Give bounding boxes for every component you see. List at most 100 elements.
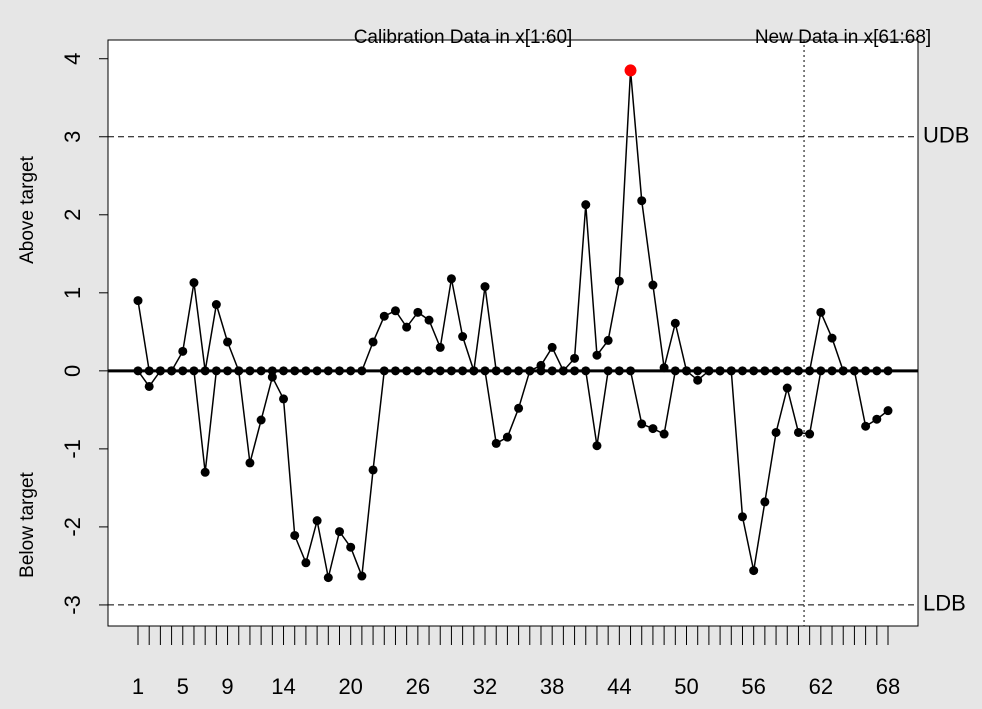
cusum-point — [715, 366, 725, 376]
cusum-point — [726, 366, 736, 376]
cusum-point — [502, 432, 512, 442]
x-tick-label: 5 — [177, 674, 189, 699]
cusum-point — [603, 366, 613, 376]
cusum-point — [614, 276, 624, 286]
cusum-point — [570, 353, 580, 363]
x-tick-label: 56 — [741, 674, 765, 699]
cusum-point — [793, 366, 803, 376]
cusum-point — [312, 516, 322, 526]
cusum-point — [872, 366, 882, 376]
cusum-point — [838, 366, 848, 376]
cusum-point — [346, 366, 356, 376]
cusum-point — [637, 196, 647, 206]
cusum-point — [279, 366, 289, 376]
cusum-point — [581, 200, 591, 210]
cusum-point — [749, 566, 759, 576]
plot-area — [107, 39, 919, 627]
cusum-point — [861, 366, 871, 376]
cusum-point — [301, 558, 311, 568]
cusum-point — [816, 366, 826, 376]
cusum-point — [267, 366, 277, 376]
boundary-label: LDB — [923, 591, 966, 616]
cusum-point — [301, 366, 311, 376]
cusum-point — [379, 366, 389, 376]
cusum-point — [693, 375, 703, 385]
x-tick-label: 50 — [674, 674, 698, 699]
x-tick-label: 68 — [876, 674, 900, 699]
cusum-point — [480, 282, 490, 292]
cusum-point — [402, 366, 412, 376]
cusum-point — [458, 366, 468, 376]
cusum-point — [368, 337, 378, 347]
x-tick-label: 9 — [221, 674, 233, 699]
cusum-point — [525, 366, 535, 376]
cusum-point — [144, 381, 154, 391]
cusum-point — [390, 306, 400, 316]
cusum-point — [704, 366, 714, 376]
cusum-point — [267, 372, 277, 382]
cusum-point — [211, 300, 221, 310]
cusum-point — [234, 366, 244, 376]
x-tick-label: 26 — [406, 674, 430, 699]
cusum-point — [290, 366, 300, 376]
cusum-point — [637, 419, 647, 429]
cusum-point — [435, 342, 445, 352]
cusum-point — [312, 366, 322, 376]
y-tick-label: 2 — [60, 209, 85, 221]
cusum-point — [245, 458, 255, 468]
cusum-point — [547, 366, 557, 376]
cusum-point — [155, 366, 165, 376]
cusum-point — [581, 366, 591, 376]
cusum-point — [178, 346, 188, 356]
cusum-point — [659, 363, 669, 373]
cusum-point — [189, 278, 199, 288]
cusum-point — [223, 366, 233, 376]
cusum-point — [514, 366, 524, 376]
cusum-point — [279, 394, 289, 404]
y-tick-label: 4 — [60, 53, 85, 65]
cusum-point — [413, 366, 423, 376]
x-tick-label: 1 — [132, 674, 144, 699]
cusum-point — [592, 350, 602, 360]
cusum-point — [256, 366, 266, 376]
cusum-point — [883, 406, 893, 416]
cusum-point — [570, 366, 580, 376]
cusum-point — [849, 366, 859, 376]
cusum-point — [334, 366, 344, 376]
cusum-point — [211, 366, 221, 376]
cusum-point — [323, 573, 333, 583]
cusum-point — [816, 307, 826, 317]
x-tick-label: 14 — [271, 674, 295, 699]
cusum-point — [256, 415, 266, 425]
cusum-point — [760, 497, 770, 507]
x-tick-label: 38 — [540, 674, 564, 699]
cusum-point — [614, 366, 624, 376]
cusum-point — [133, 366, 143, 376]
cusum-point — [603, 335, 613, 345]
cusum-point — [446, 274, 456, 284]
y-tick-label: -1 — [60, 439, 85, 459]
cusum-point — [200, 467, 210, 477]
cusum-point — [290, 530, 300, 540]
cusum-point — [189, 366, 199, 376]
cusum-point — [368, 465, 378, 475]
cusum-point — [805, 366, 815, 376]
cusum-point — [883, 366, 893, 376]
cusum-point — [334, 527, 344, 537]
x-tick-label: 44 — [607, 674, 631, 699]
cusum-point — [133, 296, 143, 306]
cusum-point — [872, 414, 882, 424]
cusum-point — [805, 429, 815, 439]
cusum-point — [323, 366, 333, 376]
cusum-point — [626, 366, 636, 376]
cusum-point — [771, 427, 781, 437]
cusum-point — [793, 427, 803, 437]
cusum-point — [648, 424, 658, 434]
cusum-point — [771, 366, 781, 376]
cusum-point — [659, 429, 669, 439]
cusum-point — [167, 366, 177, 376]
cusum-point — [424, 315, 434, 325]
boundary-label: UDB — [923, 123, 969, 148]
